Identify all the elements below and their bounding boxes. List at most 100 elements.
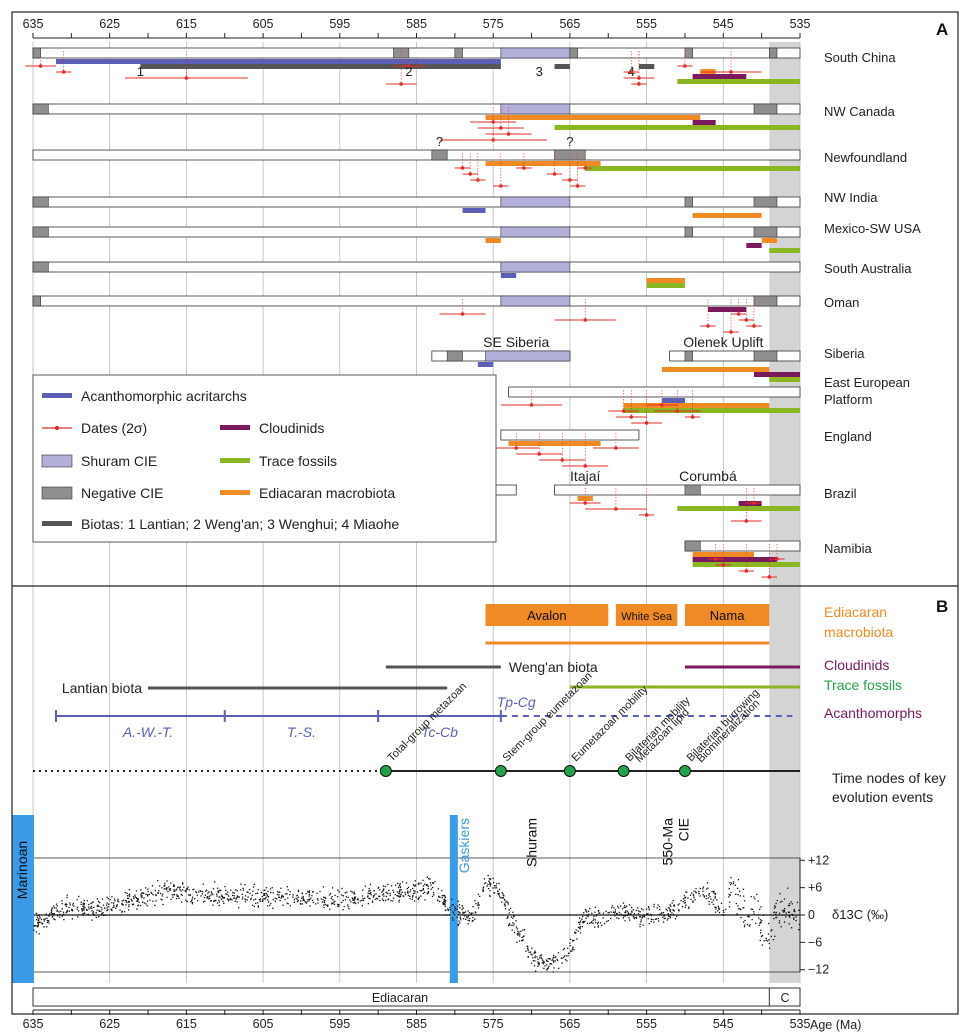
isotope-point bbox=[398, 890, 401, 892]
isotope-point bbox=[296, 894, 298, 897]
isotope-point bbox=[107, 906, 109, 908]
isotope-point bbox=[572, 947, 574, 949]
isotope-point bbox=[767, 933, 770, 935]
isotope-point bbox=[432, 891, 435, 894]
isotope-point bbox=[425, 884, 428, 886]
isotope-point bbox=[148, 893, 151, 896]
date-point bbox=[744, 519, 749, 523]
isotope-point bbox=[379, 895, 381, 898]
isotope-point bbox=[426, 892, 428, 895]
isotope-point bbox=[684, 906, 687, 908]
isotope-point bbox=[663, 915, 665, 917]
isotope-point bbox=[585, 917, 587, 919]
isotope-point bbox=[375, 893, 377, 895]
age-axes: 6356356256256156156056055955955855855755… bbox=[11, 11, 959, 1031]
isotope-point bbox=[493, 892, 496, 894]
isotope-point bbox=[702, 888, 704, 890]
isotope-point bbox=[633, 913, 636, 915]
isotope-point bbox=[627, 913, 630, 915]
isotope-point bbox=[352, 898, 354, 900]
isotope-point bbox=[456, 908, 458, 910]
isotope-point bbox=[670, 905, 672, 907]
isotope-point bbox=[183, 886, 185, 888]
shuram-cie-bar bbox=[500, 226, 571, 238]
isotope-point bbox=[236, 896, 238, 898]
isotope-point bbox=[706, 882, 709, 884]
isotope-point bbox=[639, 916, 642, 918]
isotope-point bbox=[669, 909, 672, 911]
isotope-point bbox=[399, 894, 401, 896]
isotope-point bbox=[630, 913, 632, 915]
isotope-point bbox=[347, 904, 349, 906]
isotope-point bbox=[787, 904, 790, 907]
isotope-point bbox=[551, 959, 553, 961]
isotope-point bbox=[179, 889, 181, 891]
region-label: South China bbox=[824, 50, 896, 65]
isotope-point bbox=[507, 916, 509, 919]
isotope-point bbox=[96, 905, 98, 907]
isotope-point bbox=[241, 893, 243, 895]
isotope-point bbox=[302, 895, 304, 898]
evolution-node bbox=[678, 765, 691, 777]
isotope-point bbox=[751, 918, 753, 921]
isotope-point bbox=[145, 903, 147, 905]
isotope-point bbox=[407, 892, 409, 894]
isotope-point bbox=[581, 925, 584, 928]
isotope-point bbox=[334, 900, 336, 903]
isotope-point bbox=[725, 908, 727, 911]
isotope-point bbox=[422, 885, 425, 887]
isotope-point bbox=[715, 908, 717, 910]
isotope-point bbox=[489, 885, 492, 887]
isotope-point bbox=[642, 924, 644, 926]
isotope-point bbox=[427, 887, 429, 890]
isotope-point bbox=[83, 906, 85, 908]
isotope-point bbox=[678, 903, 680, 905]
isotope-point bbox=[459, 922, 461, 924]
isotope-point bbox=[640, 908, 643, 910]
isotope-point bbox=[743, 907, 745, 909]
isotope-point bbox=[506, 900, 508, 902]
isotope-point bbox=[217, 890, 219, 892]
isotope-point bbox=[684, 896, 687, 899]
isotope-point bbox=[51, 916, 54, 918]
isotope-point bbox=[504, 901, 507, 903]
region-label: Mexico-SW USA bbox=[824, 221, 921, 236]
legend-macrobiota-swatch bbox=[220, 490, 250, 495]
isotope-point bbox=[111, 896, 113, 898]
isotope-point bbox=[430, 884, 432, 886]
isotope-point bbox=[449, 914, 451, 916]
isotope-point bbox=[173, 888, 175, 891]
isotope-point bbox=[597, 925, 600, 927]
isotope-point bbox=[770, 930, 772, 932]
isotope-point bbox=[748, 916, 750, 918]
bottom-tick-label: 535 bbox=[790, 1017, 811, 1031]
isotope-point bbox=[692, 893, 694, 896]
region-row: Namibia bbox=[684, 540, 872, 579]
negative-cie-bar bbox=[684, 47, 693, 59]
isotope-point bbox=[300, 897, 303, 899]
isotope-point bbox=[620, 914, 623, 916]
isotope-point bbox=[169, 889, 171, 892]
isotope-point bbox=[219, 896, 221, 898]
isotope-point bbox=[723, 914, 725, 917]
isotope-point bbox=[162, 903, 164, 906]
section-bar bbox=[669, 350, 801, 362]
isotope-point bbox=[572, 946, 574, 948]
isotope-point bbox=[418, 882, 420, 884]
isotope-point bbox=[91, 907, 93, 909]
trace-fossil-range bbox=[646, 283, 685, 288]
isotope-point bbox=[266, 895, 268, 897]
date-point bbox=[775, 557, 779, 561]
isotope-point bbox=[674, 918, 677, 920]
isotope-point bbox=[452, 904, 454, 906]
isotope-point bbox=[795, 919, 797, 922]
isotope-point bbox=[65, 912, 67, 914]
isotope-point bbox=[756, 893, 758, 896]
isotope-point bbox=[353, 893, 355, 895]
acritarch-range bbox=[56, 59, 501, 64]
category-label: evolution events bbox=[832, 789, 933, 805]
isotope-point bbox=[625, 905, 628, 907]
isotope-point bbox=[452, 919, 454, 921]
isotope-point bbox=[647, 917, 649, 920]
isotope-point bbox=[598, 912, 600, 914]
